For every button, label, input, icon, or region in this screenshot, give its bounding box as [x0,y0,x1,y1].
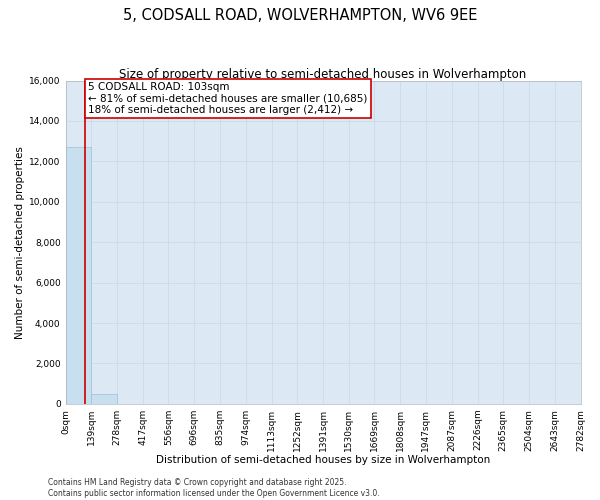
Text: Contains HM Land Registry data © Crown copyright and database right 2025.
Contai: Contains HM Land Registry data © Crown c… [48,478,380,498]
Text: 5 CODSALL ROAD: 103sqm
← 81% of semi-detached houses are smaller (10,685)
18% of: 5 CODSALL ROAD: 103sqm ← 81% of semi-det… [88,82,368,116]
Y-axis label: Number of semi-detached properties: Number of semi-detached properties [15,146,25,338]
Bar [65,147,91,404]
Bar [91,394,117,404]
Text: 5, CODSALL ROAD, WOLVERHAMPTON, WV6 9EE: 5, CODSALL ROAD, WOLVERHAMPTON, WV6 9EE [123,8,477,22]
X-axis label: Distribution of semi-detached houses by size in Wolverhampton: Distribution of semi-detached houses by … [156,455,490,465]
Title: Size of property relative to semi-detached houses in Wolverhampton: Size of property relative to semi-detach… [119,68,527,80]
